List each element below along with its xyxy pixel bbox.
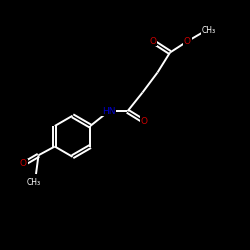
Text: HN: HN <box>102 107 116 116</box>
Text: O: O <box>184 37 191 46</box>
Text: CH₃: CH₃ <box>202 26 216 35</box>
Text: O: O <box>140 117 147 126</box>
Text: O: O <box>149 37 156 46</box>
Text: O: O <box>20 160 27 168</box>
Text: CH₃: CH₃ <box>26 178 40 187</box>
